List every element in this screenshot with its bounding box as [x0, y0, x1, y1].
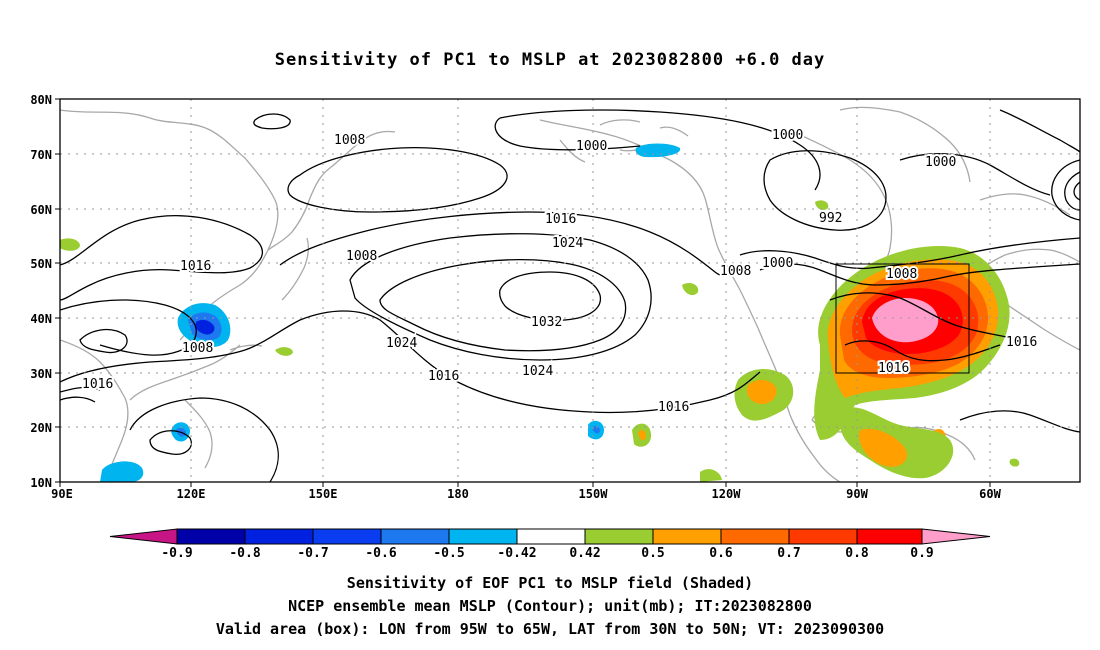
lon-tick-label: 60W	[979, 487, 1001, 501]
contour-label: 1000	[576, 139, 607, 154]
colorbar-segment	[380, 528, 450, 545]
lat-tick-label: 10N	[30, 476, 52, 490]
colorbar-label: 0.5	[641, 546, 664, 561]
colorbar-segment	[516, 528, 586, 545]
caption-shading: Sensitivity of EOF PC1 to MSLP field (Sh…	[346, 574, 754, 592]
colorbar-segment	[448, 528, 518, 545]
colorbar-segment	[312, 528, 382, 545]
lon-tick-label: 90E	[51, 487, 73, 501]
contour-label: 1024	[522, 364, 553, 379]
lon-tick-label: 150E	[309, 487, 338, 501]
contour-label: 1016	[658, 400, 689, 415]
colorbar-label: -0.8	[229, 546, 260, 561]
map-frame	[59, 98, 1081, 483]
lon-tick-label: 120E	[177, 487, 206, 501]
colorbar-label: 0.42	[569, 546, 600, 561]
contour-label: 1016	[82, 377, 113, 392]
contour-label: 1016	[878, 361, 909, 376]
colorbar-label: 0.8	[845, 546, 869, 561]
colorbar-label: 0.9	[910, 546, 933, 561]
lat-tick-label: 30N	[30, 367, 52, 381]
colorbar-segment	[788, 528, 858, 545]
colorbar-extend-low	[109, 528, 178, 545]
lat-tick-label: 70N	[30, 148, 52, 162]
colorbar-label: -0.6	[365, 546, 396, 561]
contour-label: 1000	[762, 256, 793, 271]
lat-tick-label: 40N	[30, 312, 52, 326]
contour-label: 1008	[720, 264, 751, 279]
caption-valid-area: Valid area (box): LON from 95W to 65W, L…	[215, 620, 885, 638]
plot-title: Sensitivity of PC1 to MSLP at 2023082800…	[274, 50, 826, 70]
colorbar-segment	[176, 528, 246, 545]
contour-label: 1008	[346, 249, 377, 264]
lat-tick-label: 50N	[30, 257, 52, 271]
lon-tick-label: 150W	[579, 487, 609, 501]
contour-label: 1008	[182, 341, 213, 356]
contour-label: 1016	[1006, 335, 1037, 350]
contour-label: 1000	[925, 155, 956, 170]
contour-label: 1008	[886, 267, 917, 282]
colorbar-segment	[856, 528, 923, 545]
colorbar	[109, 528, 991, 545]
caption-contour: NCEP ensemble mean MSLP (Contour); unit(…	[288, 597, 812, 615]
contour-label: 1000	[772, 128, 803, 143]
colorbar-label: 0.6	[709, 546, 733, 561]
contour-label: 992	[819, 211, 842, 226]
colorbar-label: 0.7	[777, 546, 800, 561]
sensitivity-map: 1008 1000 1000 1000 1016 992 1024 1016 1…	[30, 93, 1081, 561]
lat-tick-label: 20N	[30, 421, 52, 435]
colorbar-label: -0.5	[433, 546, 464, 561]
contour-label: 1024	[386, 336, 417, 351]
contour-label: 1008	[334, 133, 365, 148]
lat-tick-label: 60N	[30, 203, 52, 217]
colorbar-extend-high	[921, 528, 991, 545]
colorbar-segment	[584, 528, 654, 545]
colorbar-label: -0.9	[161, 546, 192, 561]
contour-labels: 1008 1000 1000 1000 1016 992 1024 1016 1…	[80, 126, 1039, 417]
colorbar-labels: -0.9 -0.8 -0.7 -0.6 -0.5 -0.42 0.42 0.5 …	[161, 546, 933, 561]
lat-tick-label: 80N	[30, 93, 52, 107]
valid-area-box	[835, 263, 970, 374]
contour-label: 1016	[545, 212, 576, 227]
lon-tick-label: 120W	[712, 487, 742, 501]
contour-label: 1024	[552, 236, 583, 251]
contour-label: 1032	[531, 315, 562, 330]
contour-label: 1016	[428, 369, 459, 384]
lon-tick-label: 180	[447, 487, 469, 501]
contour-label: 1016	[180, 259, 211, 274]
colorbar-segment	[720, 528, 790, 545]
colorbar-label: -0.42	[497, 546, 536, 561]
colorbar-segment	[244, 528, 314, 545]
lon-tick-label: 90W	[846, 487, 868, 501]
colorbar-label: -0.7	[297, 546, 328, 561]
colorbar-segment	[652, 528, 722, 545]
